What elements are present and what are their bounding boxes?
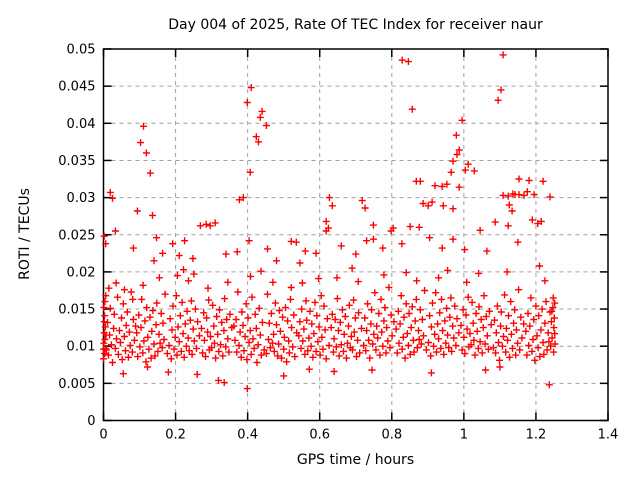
chart-title: Day 004 of 2025, Rate Of TEC Index for r… [168, 17, 543, 33]
svg-text:0.045: 0.045 [58, 80, 95, 95]
svg-text:0.005: 0.005 [58, 377, 95, 392]
svg-text:0.4: 0.4 [237, 428, 258, 443]
svg-text:0.05: 0.05 [67, 43, 96, 58]
svg-text:0.015: 0.015 [58, 303, 95, 318]
svg-text:0.02: 0.02 [67, 265, 96, 280]
svg-text:0.025: 0.025 [58, 228, 95, 243]
svg-text:0.8: 0.8 [381, 428, 402, 443]
svg-text:0.2: 0.2 [165, 428, 186, 443]
svg-text:1.2: 1.2 [526, 428, 547, 443]
svg-text:0.03: 0.03 [67, 191, 96, 206]
svg-text:0: 0 [87, 414, 95, 429]
x-tick-labels: 0 0.2 0.4 0.6 0.8 1 1.2 1.4 [99, 428, 618, 443]
svg-text:0.6: 0.6 [309, 428, 330, 443]
svg-text:0.01: 0.01 [67, 340, 96, 355]
svg-text:1: 1 [460, 428, 468, 443]
svg-text:1.4: 1.4 [598, 428, 619, 443]
x-axis-label: GPS time / hours [296, 452, 415, 468]
svg-text:0.04: 0.04 [67, 117, 96, 132]
data-points [100, 51, 559, 393]
svg-text:0.035: 0.035 [58, 154, 95, 169]
svg-text:0: 0 [99, 428, 107, 443]
y-tick-labels: 0 0.005 0.01 0.015 0.02 0.025 0.03 0.035 0.04 0.0… [58, 43, 95, 430]
gridlines [103, 49, 608, 421]
